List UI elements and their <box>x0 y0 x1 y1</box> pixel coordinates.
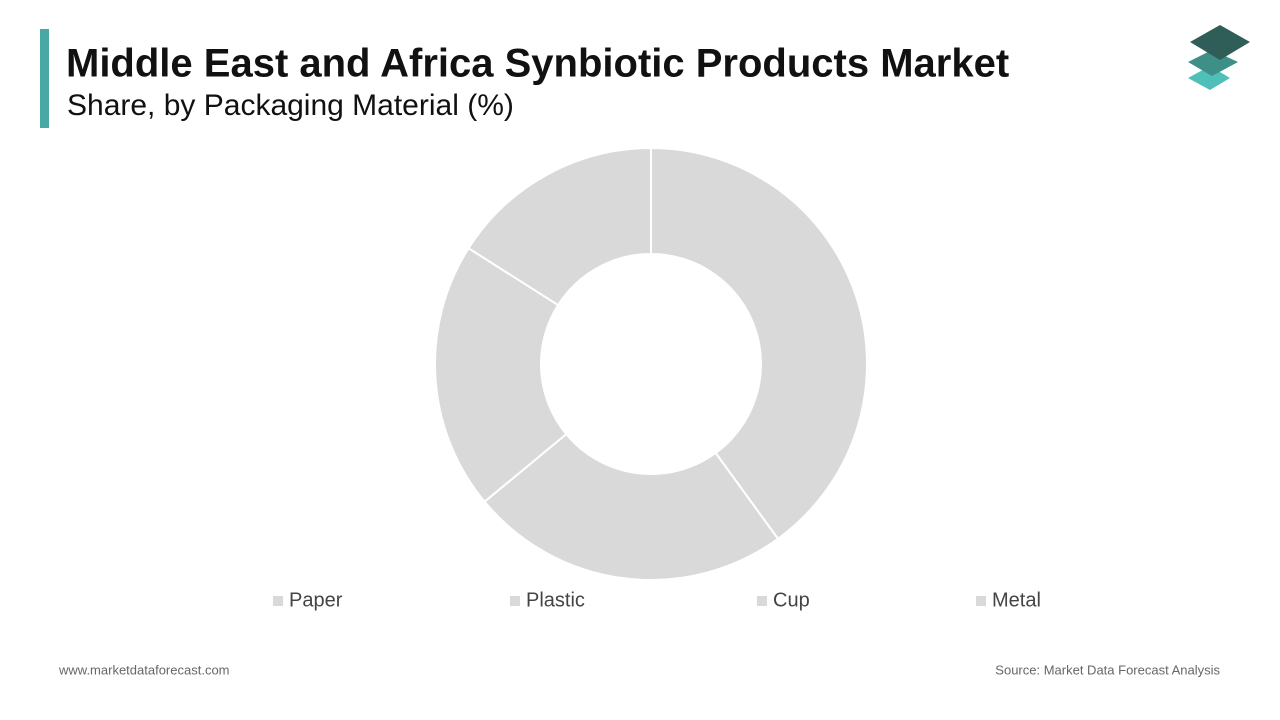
website: www.marketdataforecast.com <box>58 662 230 677</box>
title-accent <box>40 29 49 128</box>
legend-label: Plastic <box>526 589 585 611</box>
donut-segment <box>483 432 780 581</box>
logo <box>1188 25 1250 90</box>
legend-marker <box>273 596 283 606</box>
legend-label: Metal <box>992 589 1041 611</box>
source: Source: Market Data Forecast Analysis <box>995 662 1220 677</box>
chart-subtitle: Share, by Packaging Material (%) <box>67 89 514 122</box>
legend-marker <box>976 596 986 606</box>
legend-label: Cup <box>773 589 810 611</box>
donut-segment <box>650 146 868 541</box>
donut-segment <box>434 246 568 504</box>
legend-label: Paper <box>289 589 343 611</box>
donut-segment <box>467 146 652 307</box>
chart-title: Middle East and Africa Synbiotic Product… <box>66 42 1009 86</box>
legend-marker <box>510 596 520 606</box>
legend-marker <box>757 596 767 606</box>
